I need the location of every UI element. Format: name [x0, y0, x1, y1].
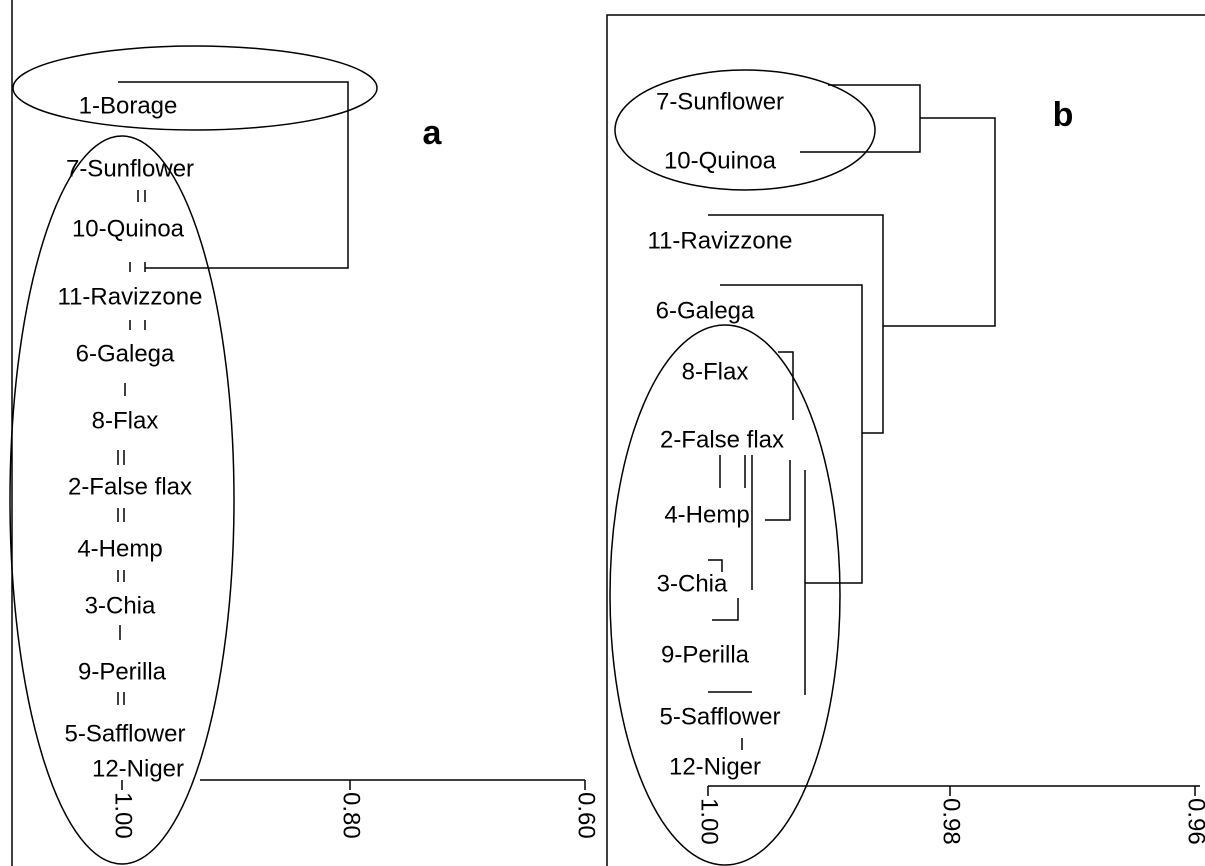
- leaf-label: 9-Perilla: [78, 658, 167, 685]
- leaf-label: 11-Ravizzone: [58, 283, 203, 310]
- cluster-ellipse: [12, 45, 378, 131]
- leaf-label: 12-Niger: [669, 753, 761, 780]
- leaf-label: 10-Quinoa: [72, 215, 185, 242]
- leaf-label: 2-False flax: [660, 426, 784, 453]
- tick-label: 0.98: [938, 798, 965, 845]
- leaf-label: 3-Chia: [85, 592, 156, 619]
- frame: [606, 14, 1205, 866]
- leaf-label: 9-Perilla: [661, 641, 750, 668]
- tick-label: 1.00: [110, 792, 137, 839]
- leaf-label: 6-Galega: [656, 297, 755, 324]
- leaf-label: 5-Safflower: [65, 720, 186, 747]
- tick-label: 0.80: [338, 792, 365, 839]
- tree-b: [707, 84, 1200, 796]
- tick-label: 1.00: [696, 798, 723, 845]
- tree-a: [117, 81, 586, 790]
- leaf-label: 3-Chia: [657, 570, 728, 597]
- leaf-label: 1-Borage: [79, 92, 178, 119]
- leaf-label: 7-Sunflower: [656, 88, 784, 115]
- tick-label: 0.60: [573, 792, 600, 839]
- leaf-label: 5-Safflower: [660, 703, 781, 730]
- cluster-ellipse: [614, 69, 876, 191]
- leaf-label: 12-Niger: [92, 755, 184, 782]
- leaf-label: 11-Ravizzone: [648, 227, 793, 254]
- leaf-label: 2-False flax: [68, 473, 192, 500]
- panel-label: a: [423, 114, 443, 152]
- leaf-label: 8-Flax: [682, 358, 749, 385]
- panel-label: b: [1053, 96, 1074, 134]
- leaf-label: 4-Hemp: [77, 535, 162, 562]
- leaf-label: 8-Flax: [92, 407, 159, 434]
- tick-label: 0.96: [1183, 798, 1205, 845]
- leaf-label: 6-Galega: [76, 340, 175, 367]
- leaf-label: 4-Hemp: [664, 501, 749, 528]
- cluster-ellipse: [609, 324, 841, 866]
- leaf-label: 10-Quinoa: [664, 147, 777, 174]
- leaf-label: 7-Sunflower: [66, 155, 194, 182]
- cluster-ellipse: [9, 135, 235, 865]
